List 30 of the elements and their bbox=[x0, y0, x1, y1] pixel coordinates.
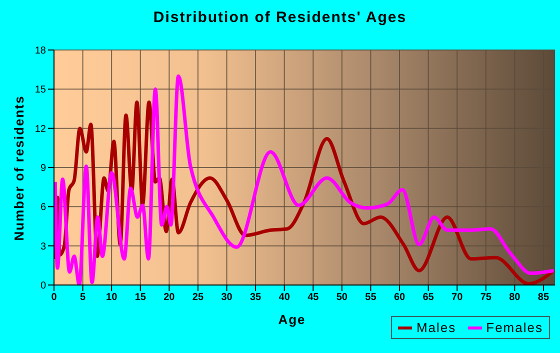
x-tick-label: 30 bbox=[221, 292, 233, 304]
x-tick-label: 45 bbox=[308, 292, 320, 304]
y-tick-label: 9 bbox=[40, 163, 46, 174]
x-tick-label: 85 bbox=[538, 292, 550, 304]
x-tick-label: 70 bbox=[452, 292, 464, 304]
x-tick-label: 35 bbox=[250, 292, 262, 304]
x-tick-label: 40 bbox=[278, 292, 290, 304]
y-tick-label: 15 bbox=[34, 84, 46, 96]
legend-label: Males bbox=[415, 320, 456, 335]
x-tick-label: 65 bbox=[422, 292, 434, 304]
x-tick-label: 60 bbox=[394, 292, 406, 304]
y-tick-label: 0 bbox=[40, 280, 46, 292]
x-tick-label: 55 bbox=[365, 292, 377, 304]
x-tick-label: 0 bbox=[51, 292, 58, 304]
y-tick-label: 3 bbox=[40, 241, 46, 252]
x-tick-label: 20 bbox=[164, 292, 176, 304]
y-tick-label: 12 bbox=[34, 124, 46, 135]
x-tick-label: 15 bbox=[134, 292, 146, 304]
y-tick-label: 18 bbox=[34, 46, 46, 57]
x-tick-label: 75 bbox=[480, 292, 492, 304]
y-axis-title: Number of residents bbox=[12, 95, 26, 241]
y-tick-label: 6 bbox=[40, 202, 46, 214]
x-axis-title: Age bbox=[278, 312, 306, 327]
x-tick-label: 25 bbox=[192, 292, 204, 304]
chart-title: Distribution of Residents' Ages bbox=[152, 9, 408, 26]
x-tick-label: 10 bbox=[106, 292, 118, 304]
x-tick-label: 5 bbox=[80, 292, 86, 304]
x-tick-label: 50 bbox=[336, 292, 348, 304]
legend-label: Females bbox=[485, 320, 543, 335]
x-tick-label: 80 bbox=[509, 292, 521, 304]
